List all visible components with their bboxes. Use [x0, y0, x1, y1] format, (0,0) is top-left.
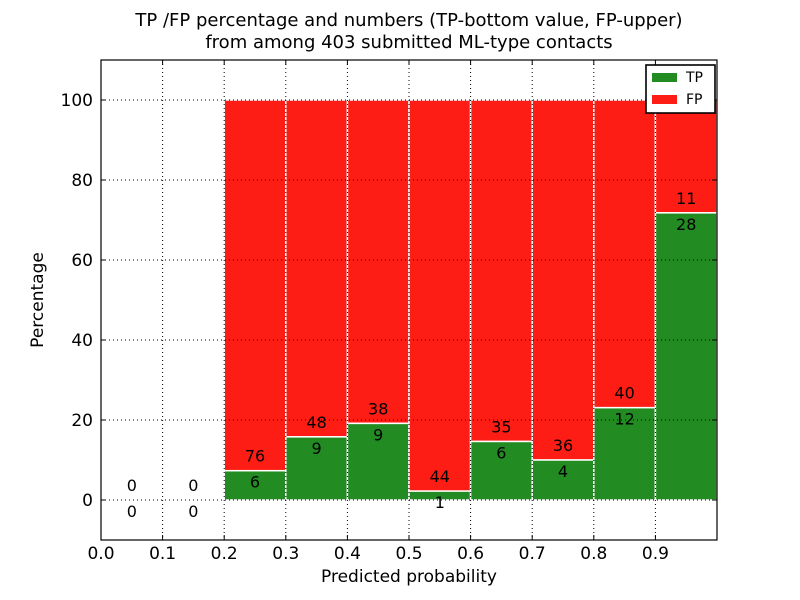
- tp-count-label: 0: [188, 502, 198, 521]
- x-tick-label: 0.6: [457, 544, 484, 564]
- x-tick-label: 0.9: [642, 544, 669, 564]
- fp-count-label: 0: [127, 476, 137, 495]
- x-tick-label: 0.2: [211, 544, 238, 564]
- fp-count-label: 35: [491, 417, 511, 436]
- chart-title-line1: TP /FP percentage and numbers (TP-bottom…: [135, 10, 683, 31]
- legend-tp-swatch: [652, 73, 677, 82]
- y-tick-label: 60: [71, 251, 93, 271]
- legend-fp-label: FP: [686, 92, 703, 108]
- tp-count-label: 1: [435, 493, 445, 512]
- fp-bar-segment: [531, 99, 595, 461]
- fp-bar-segment: [346, 99, 410, 425]
- x-tick-label: 0.3: [272, 544, 299, 564]
- fp-count-label: 44: [430, 467, 450, 486]
- fp-bar-segment: [593, 99, 657, 409]
- tp-count-label: 4: [558, 462, 568, 481]
- tp-bar-segment: [593, 406, 657, 501]
- chart-title-line2: from among 403 submitted ML-type contact…: [205, 32, 613, 53]
- fp-bar-segment: [469, 99, 533, 443]
- x-tick-label: 0.0: [87, 544, 114, 564]
- x-axis-label: Predicted probability: [321, 567, 497, 587]
- tp-count-label: 6: [250, 473, 260, 492]
- x-tick-label: 0.8: [580, 544, 607, 564]
- tp-count-label: 9: [312, 439, 322, 458]
- legend-fp-swatch: [652, 95, 677, 104]
- fp-count-label: 11: [676, 189, 696, 208]
- fp-count-label: 40: [614, 384, 634, 403]
- tp-bar-segment: [531, 459, 595, 501]
- x-tick-label: 0.1: [149, 544, 176, 564]
- fp-count-label: 36: [553, 436, 573, 455]
- legend-box: [645, 64, 716, 114]
- tp-bar-segment: [346, 422, 410, 501]
- fp-bar-segment: [223, 99, 287, 472]
- tp-count-label: 6: [496, 443, 506, 462]
- y-tick-label: 100: [61, 91, 93, 111]
- legend-tp-label: TP: [685, 70, 703, 86]
- fp-count-label: 38: [368, 399, 388, 418]
- chart-title: TP /FP percentage and numbers (TP-bottom…: [101, 10, 717, 54]
- x-tick-label: 0.7: [519, 544, 546, 564]
- fp-count-label: 76: [245, 447, 265, 466]
- fp-bar-segment: [285, 99, 349, 438]
- tp-count-label: 28: [676, 215, 696, 234]
- x-tick-label: 0.4: [334, 544, 361, 564]
- tp-count-label: 12: [614, 410, 634, 429]
- y-tick-label: 80: [71, 171, 93, 191]
- fp-count-label: 48: [306, 413, 326, 432]
- tp-bar-segment: [654, 212, 718, 501]
- fp-count-label: 0: [188, 476, 198, 495]
- y-tick-label: 20: [71, 411, 93, 431]
- y-tick-label: 40: [71, 331, 93, 351]
- tp-count-label: 9: [373, 425, 383, 444]
- x-tick-label: 0.5: [395, 544, 422, 564]
- fp-bar-segment: [408, 99, 472, 492]
- y-tick-label: 0: [82, 491, 93, 511]
- tp-count-label: 0: [127, 502, 137, 521]
